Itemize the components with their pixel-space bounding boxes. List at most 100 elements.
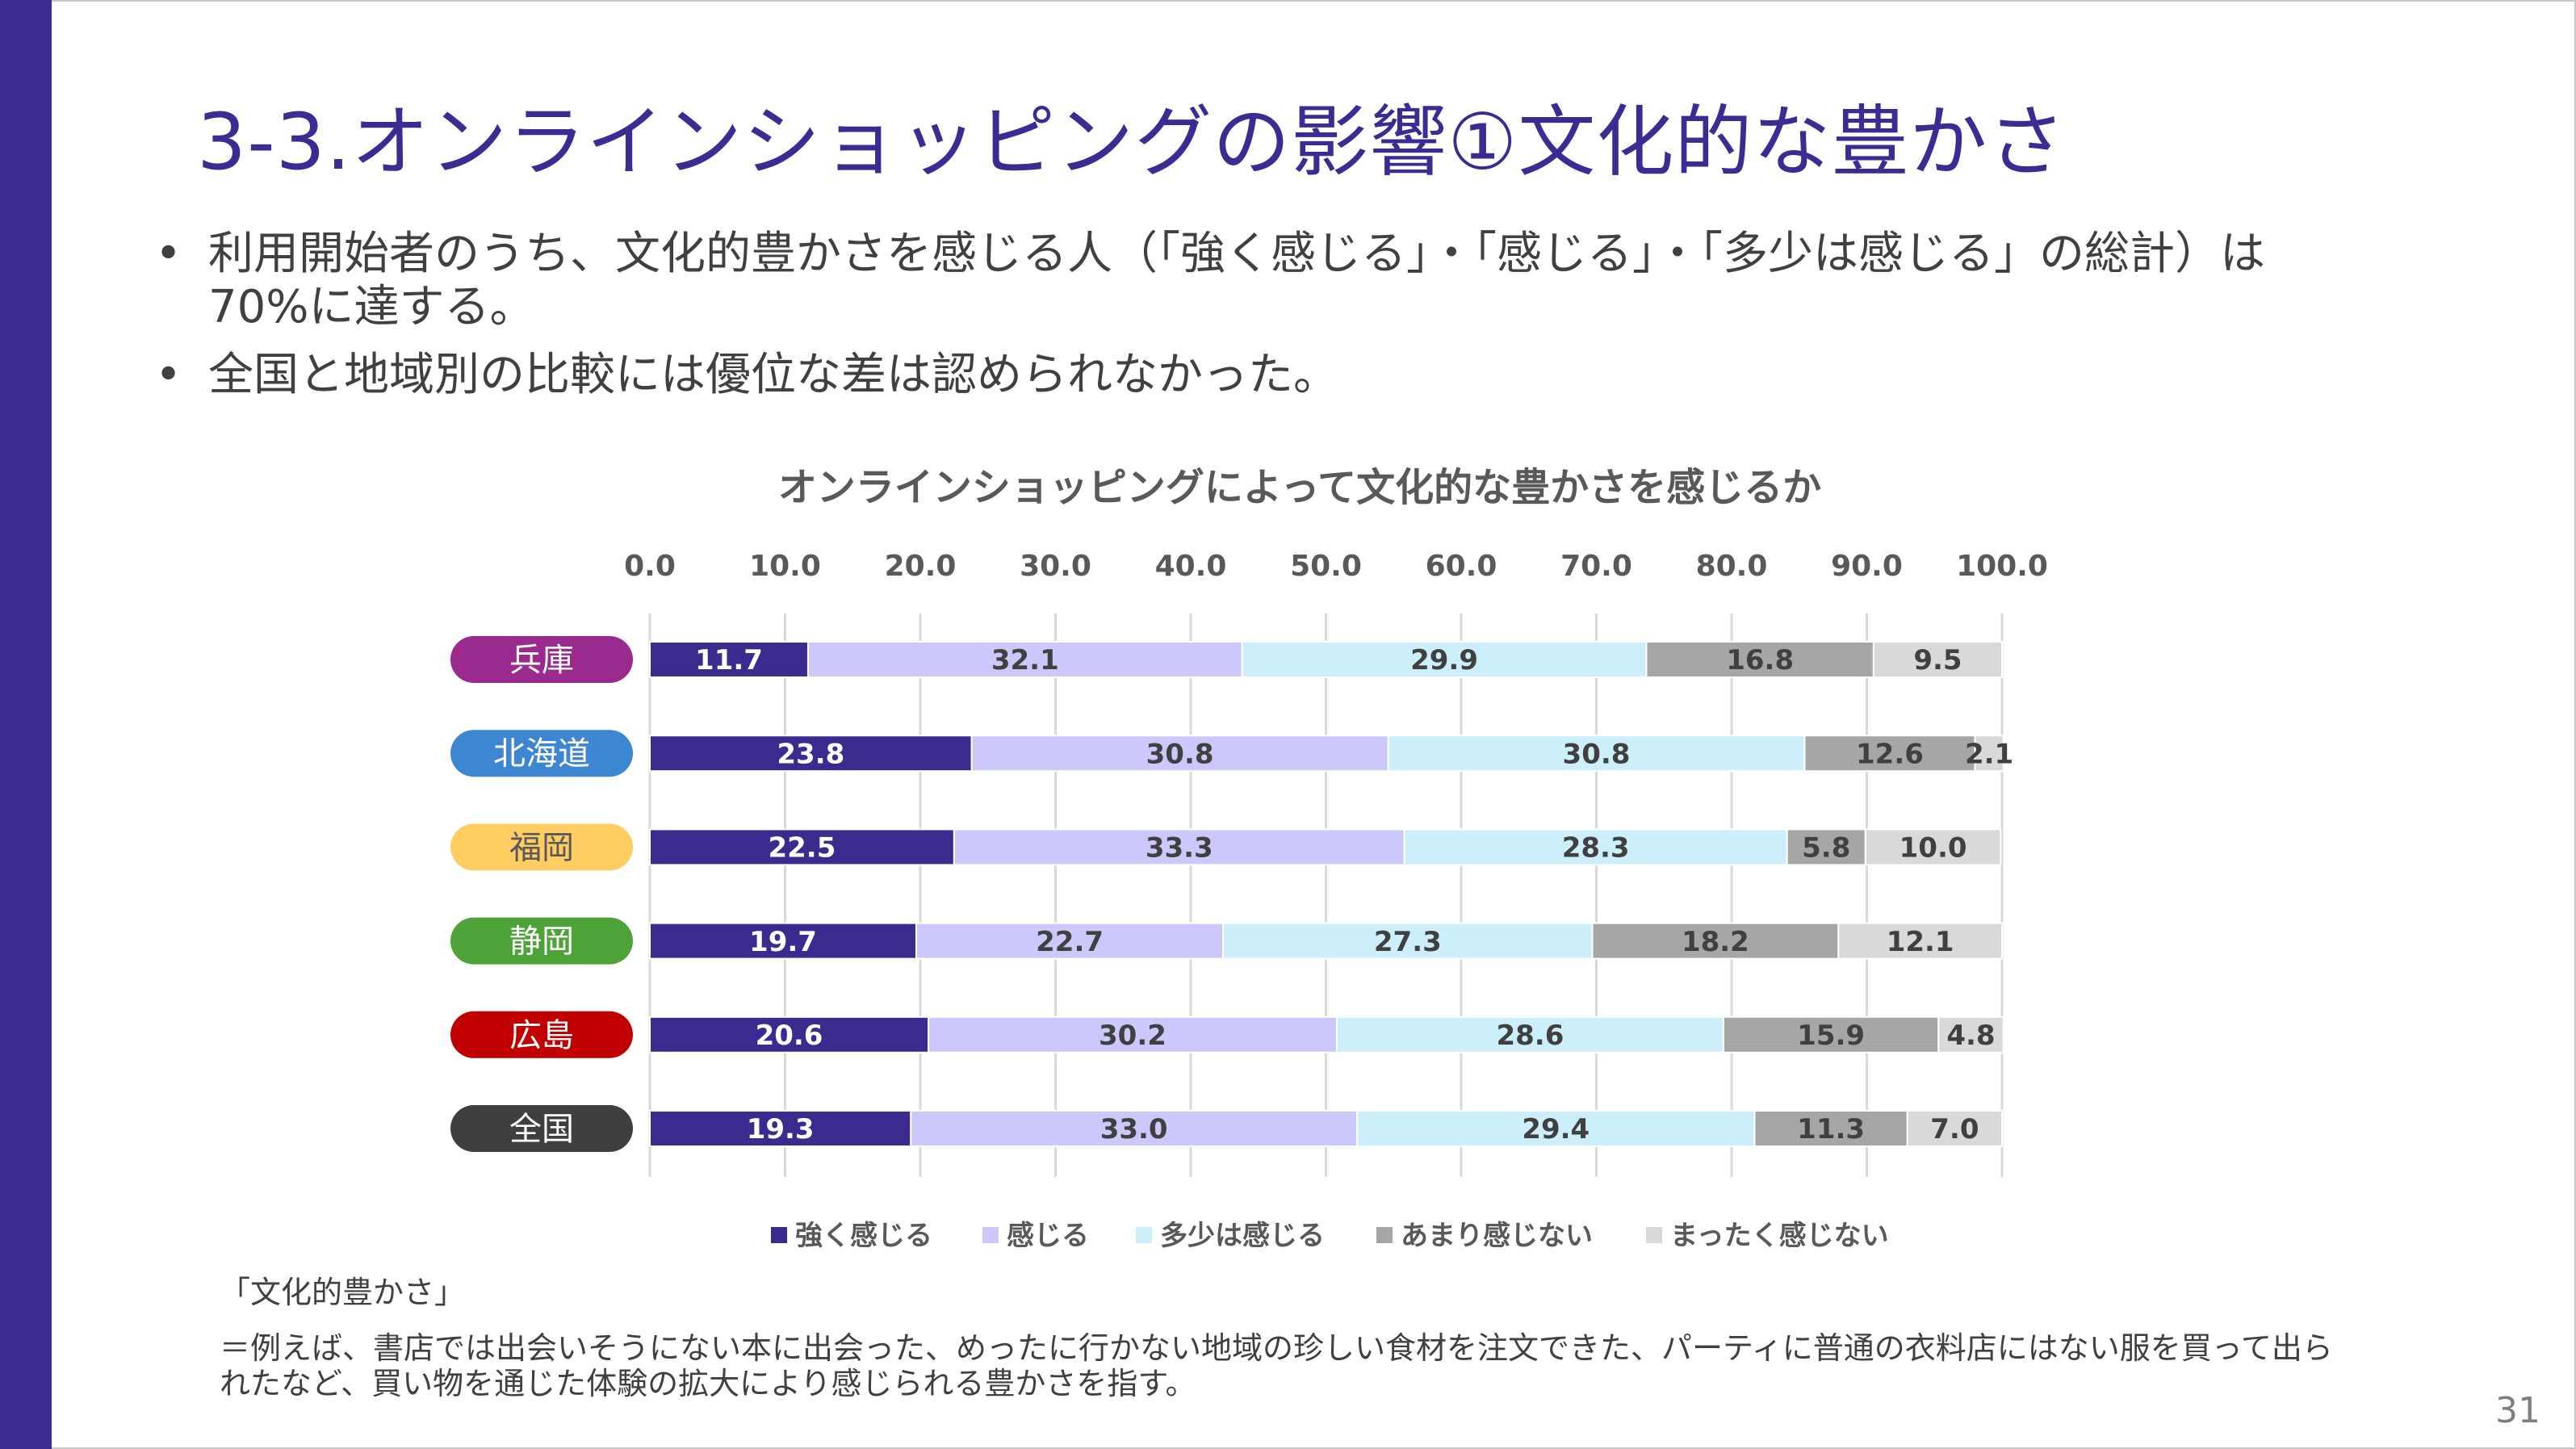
data-label: 18.2 <box>1682 926 1749 958</box>
x-tick-label: 10.0 <box>749 550 821 583</box>
data-label: 15.9 <box>1797 1020 1865 1052</box>
data-label: 19.3 <box>747 1113 815 1145</box>
bar-segment <box>1872 641 2003 678</box>
data-label: 23.8 <box>777 738 844 770</box>
category-label: 兵庫 <box>509 642 574 679</box>
x-tick-label: 40.0 <box>1155 550 1227 583</box>
legend-swatch <box>771 1227 787 1243</box>
data-label: 11.7 <box>695 644 763 676</box>
category-pill <box>450 730 633 777</box>
data-label: 27.3 <box>1374 926 1442 958</box>
legend-swatch <box>1646 1227 1662 1243</box>
bar-segment <box>928 1016 1338 1053</box>
data-label: 28.6 <box>1496 1020 1564 1052</box>
bar-segment <box>1803 735 1976 773</box>
category-label: 福岡 <box>509 829 574 866</box>
bullet-item: 利用開始者のうち、文化的豊かさを感じる人（「強く感じる」・「感じる」・「多少は感… <box>153 228 2293 334</box>
legend-swatch <box>982 1227 999 1243</box>
bar-segment <box>1335 1016 1724 1053</box>
data-label: 33.0 <box>1100 1113 1168 1145</box>
bar-segment <box>1645 641 1874 678</box>
data-label: 30.8 <box>1146 738 1214 770</box>
bar-segment <box>1387 735 1806 773</box>
x-tick-label: 0.0 <box>624 550 676 583</box>
bar-segment <box>1722 1016 1940 1053</box>
legend-label: 強く感じる <box>795 1220 932 1252</box>
bar-segment <box>649 922 917 960</box>
bar-segment <box>1974 735 2004 773</box>
category-pill <box>450 1011 633 1058</box>
bar-segment <box>910 1110 1359 1147</box>
x-tick-label: 70.0 <box>1560 550 1632 583</box>
category-label: 静岡 <box>509 923 574 961</box>
footnote-label: 「文化的豊かさ」 <box>220 1275 466 1310</box>
bar-segment <box>1591 922 1840 960</box>
bar-segment <box>1864 828 2002 866</box>
bar-segment <box>806 641 1243 678</box>
chart-title: オンラインショッピングによって文化的な豊かさを感じるか <box>777 465 1822 510</box>
data-label: 10.0 <box>1900 832 1967 865</box>
x-tick-label: 90.0 <box>1831 550 1903 583</box>
data-label: 16.8 <box>1726 644 1794 676</box>
category-pill <box>450 823 633 871</box>
data-label: 29.4 <box>1522 1113 1590 1145</box>
bar-segment <box>915 922 1225 960</box>
bullet-list: 利用開始者のうち、文化的豊かさを感じる人（「強く感じる」・「感じる」・「多少は感… <box>153 228 2293 417</box>
bar-segment <box>1786 828 1866 866</box>
legend-label: あまり感じない <box>1401 1220 1593 1252</box>
data-label: 30.2 <box>1099 1020 1167 1052</box>
data-label: 30.8 <box>1563 738 1631 770</box>
bar-segment <box>1906 1110 2003 1147</box>
legend-label: 感じる <box>1007 1220 1089 1252</box>
category-pill <box>450 1105 633 1152</box>
bar-segment <box>1937 1016 2004 1053</box>
data-label: 2.1 <box>1965 738 2013 770</box>
page-number: 31 <box>2495 1390 2540 1431</box>
bar-segment <box>649 641 809 678</box>
data-label: 5.8 <box>1802 832 1850 865</box>
x-tick-label: 50.0 <box>1290 550 1362 583</box>
x-tick-label: 60.0 <box>1426 550 1497 583</box>
category-label: 全国 <box>509 1111 574 1148</box>
data-label: 29.9 <box>1410 644 1478 676</box>
x-tick-label: 100.0 <box>1956 550 2048 583</box>
data-label: 19.7 <box>749 926 817 958</box>
bar-segment <box>1837 922 2003 960</box>
bullet-item: 全国と地域別の比較には優位な差は認められなかった。 <box>153 349 2293 402</box>
data-label: 22.7 <box>1036 926 1104 958</box>
data-label: 28.3 <box>1562 832 1630 865</box>
category-pill <box>450 636 633 683</box>
data-label: 11.3 <box>1797 1113 1865 1145</box>
footnote-text: ＝例えば、書店では出会いそうにない本に出会った、めったに行かない地域の珍しい食材… <box>220 1330 2333 1401</box>
data-label: 32.1 <box>991 644 1059 676</box>
legend-label: まったく感じない <box>1670 1220 1889 1252</box>
data-label: 33.3 <box>1146 832 1213 865</box>
data-label: 12.1 <box>1887 926 1954 958</box>
data-label: 22.5 <box>768 832 836 865</box>
x-tick-label: 20.0 <box>885 550 957 583</box>
legend-swatch <box>1136 1227 1152 1243</box>
left-accent-bar <box>0 0 52 1449</box>
category-label: 広島 <box>509 1017 574 1054</box>
bar-segment <box>1356 1110 1756 1147</box>
x-tick-label: 30.0 <box>1020 550 1091 583</box>
data-label: 9.5 <box>1913 644 1962 676</box>
page-title: 3-3.オンラインショッピングの影響①文化的な豊かさ <box>197 97 2067 187</box>
data-label: 20.6 <box>756 1020 823 1052</box>
bar-segment <box>649 828 955 866</box>
slide-frame <box>52 0 2576 1449</box>
bar-segment <box>1403 828 1788 866</box>
legend-label: 多少は感じる <box>1160 1220 1325 1252</box>
data-label: 7.0 <box>1930 1113 1979 1145</box>
bar-segment <box>1241 641 1648 678</box>
data-label: 12.6 <box>1856 738 1924 770</box>
legend-swatch <box>1376 1227 1393 1243</box>
category-pill <box>450 917 633 965</box>
bar-segment <box>953 828 1405 866</box>
x-tick-label: 80.0 <box>1696 550 1768 583</box>
bar-segment <box>649 1110 912 1147</box>
bar-segment <box>1222 922 1594 960</box>
bar-segment <box>649 735 973 773</box>
category-label: 北海道 <box>493 735 590 773</box>
